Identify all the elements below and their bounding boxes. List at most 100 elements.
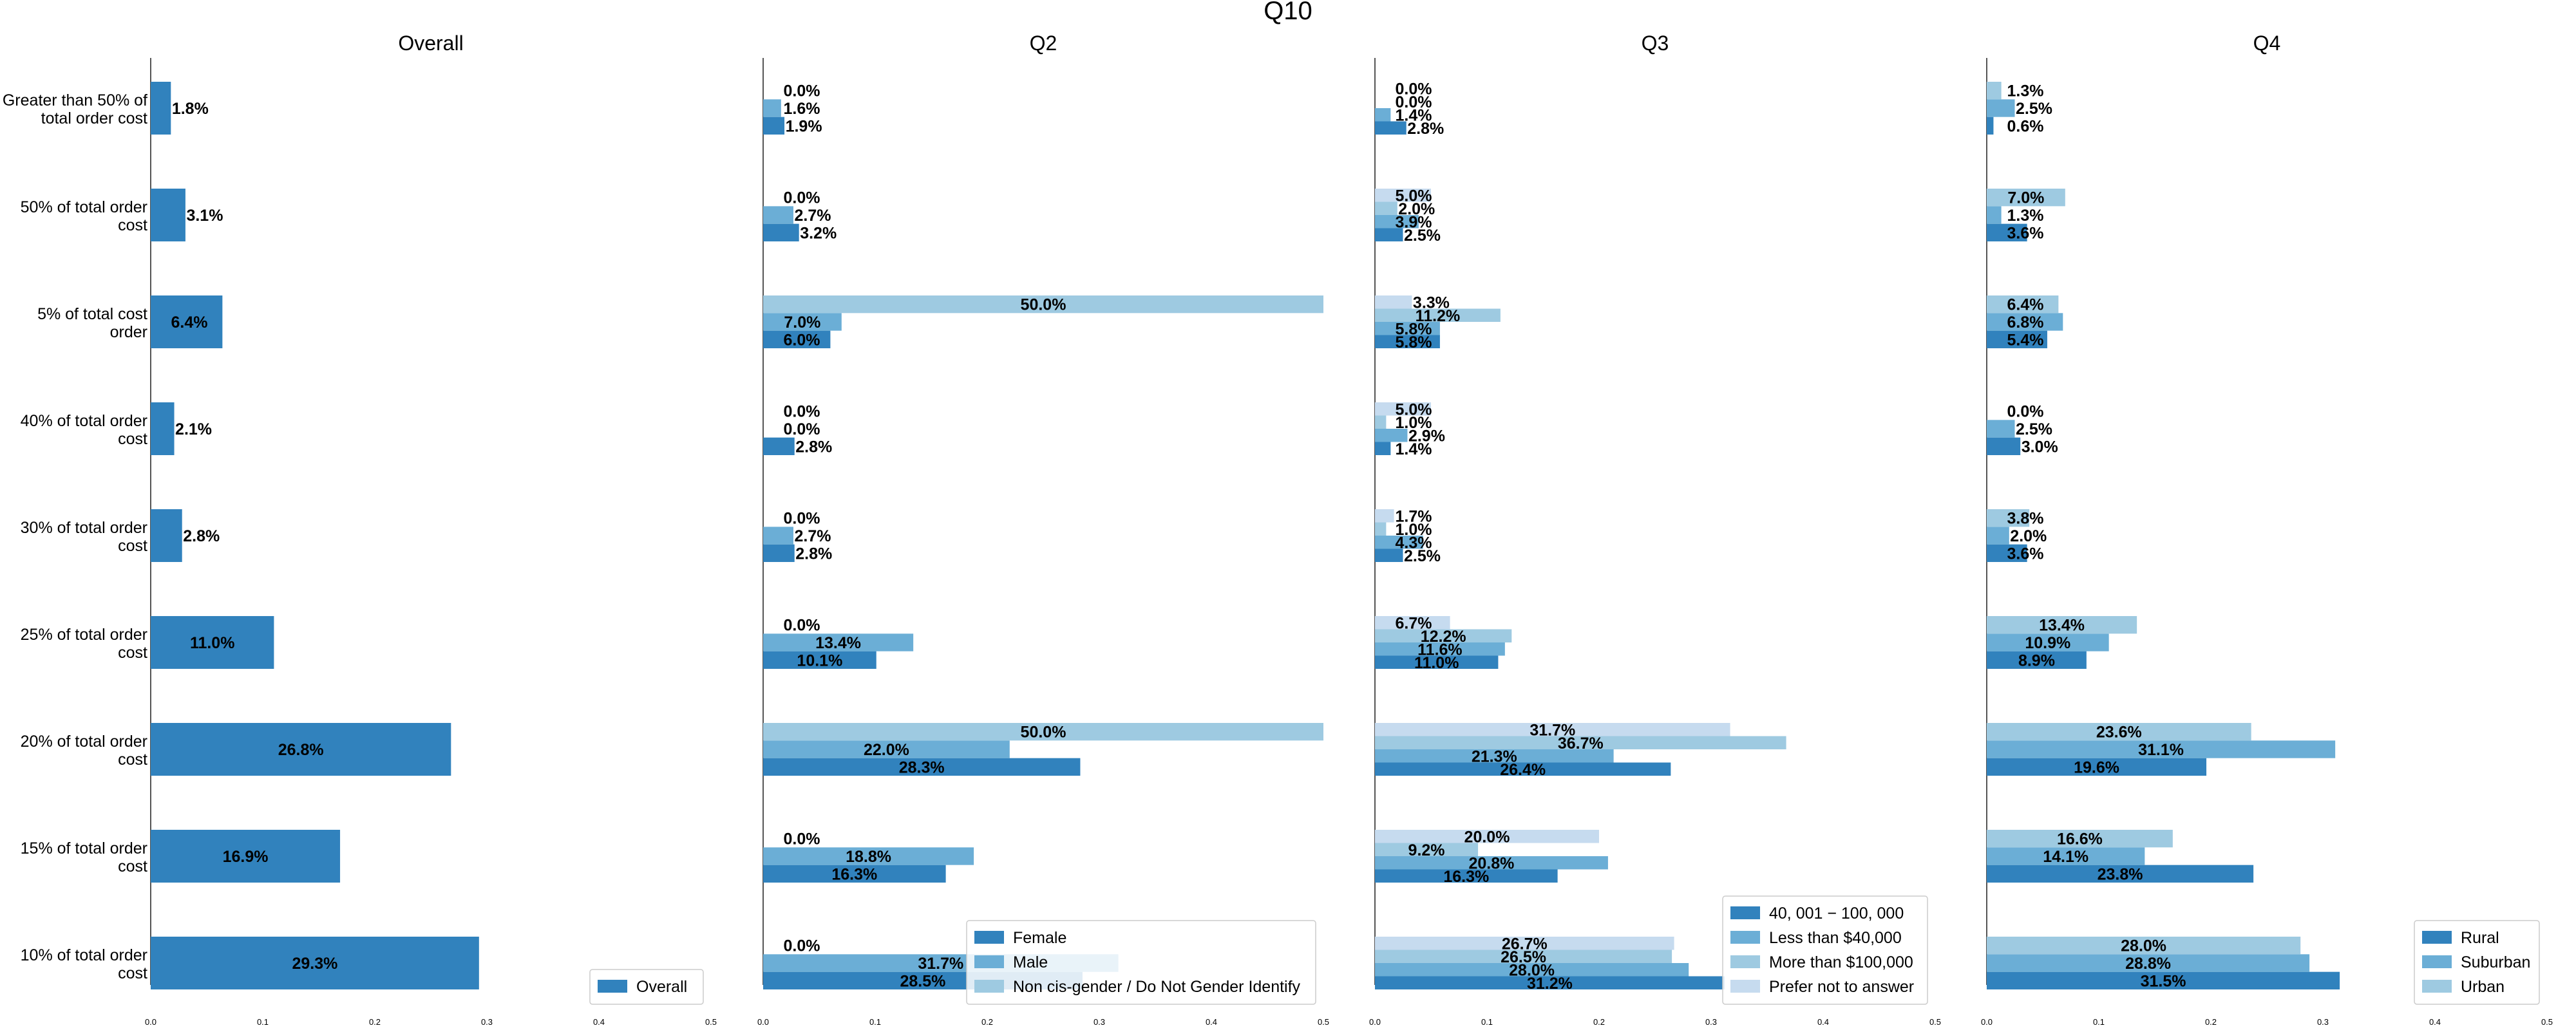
data-label: 0.0%: [784, 403, 820, 421]
bar: [763, 437, 795, 455]
legend-label: Male: [1013, 953, 1048, 971]
data-label: 5.0%: [1396, 187, 1432, 205]
panel-q2: Q20.0 0.1 0.2 0.3 0.4 0.51.9%1.6%0.0%3.2%2.7%…: [757, 32, 1329, 1027]
data-label: 1.8%: [172, 100, 209, 118]
data-label: 1.6%: [784, 100, 820, 118]
data-label: 29.3%: [292, 955, 337, 973]
category-label: 10% of total order cost: [21, 946, 147, 982]
bar: [1375, 843, 1479, 856]
bar: [1375, 121, 1406, 135]
data-label: 23.8%: [2098, 865, 2143, 883]
bar: [1987, 117, 1994, 135]
category-label-line: 50% of total order: [21, 198, 147, 216]
category-label-line: 20% of total order: [21, 733, 147, 751]
data-label: 10.9%: [2025, 634, 2070, 652]
data-label: 2.0%: [2010, 527, 2047, 545]
panel-title: Q2: [1030, 32, 1057, 55]
data-label: 11.0%: [190, 634, 235, 652]
data-label: 26.5%: [1501, 948, 1546, 966]
bar: [763, 847, 974, 865]
category-label: 20% of total order cost: [21, 733, 147, 769]
panel-title: Q3: [1642, 32, 1669, 55]
x-tick-label: 0.5: [2541, 1017, 2553, 1027]
bar: [1375, 215, 1419, 229]
x-tick-label: 0.1: [2093, 1017, 2105, 1027]
data-label: 26.7%: [1502, 935, 1548, 953]
x-tick-label: 0.2: [981, 1017, 993, 1027]
bar: [763, 206, 793, 224]
category-label: 40% of total order cost: [21, 412, 147, 448]
category-label-line: cost: [118, 964, 147, 982]
bar: [1375, 830, 1599, 843]
bar: [151, 723, 451, 776]
data-label: 7.0%: [2007, 189, 2044, 207]
x-tick-label: 0.3: [2317, 1017, 2329, 1027]
data-label: 3.9%: [1396, 213, 1432, 231]
legend-swatch: [2422, 955, 2452, 968]
legend-swatch: [1730, 931, 1760, 944]
data-label: 28.8%: [2125, 955, 2171, 973]
bar: [1375, 762, 1671, 776]
bar: [763, 865, 946, 883]
legend-label: Female: [1013, 929, 1066, 947]
bar: [151, 616, 274, 669]
bar: [1375, 228, 1403, 241]
bar: [1987, 295, 2059, 314]
bar: [1987, 223, 2027, 241]
x-tick-label: 0.4: [2429, 1017, 2441, 1027]
data-label: 2.1%: [175, 420, 212, 438]
bar: [763, 295, 1323, 314]
bar: [763, 313, 842, 331]
bar: [1375, 509, 1394, 523]
bar: [763, 758, 1081, 776]
bar: [151, 82, 171, 135]
category-label: 25% of total order cost: [21, 626, 147, 662]
data-label: 11.2%: [1416, 307, 1461, 325]
data-label: 28.5%: [900, 972, 946, 990]
category-label-line: cost: [118, 537, 147, 555]
category-label: Greater than 50% of total order cost: [3, 91, 147, 127]
bar: [1375, 201, 1397, 215]
legend-swatch: [974, 980, 1004, 993]
legend-label: Suburban: [2461, 953, 2530, 971]
x-tick-label: 0.5: [705, 1017, 717, 1027]
bar: [1987, 651, 2087, 669]
data-label: 31.7%: [1530, 721, 1575, 739]
legend-label: Urban: [2461, 978, 2505, 996]
data-label: 11.6%: [1417, 641, 1463, 659]
bar: [1375, 308, 1501, 322]
data-label: 2.5%: [2016, 100, 2052, 118]
data-label: 0.0%: [784, 82, 820, 100]
bar: [1375, 189, 1431, 202]
data-label: 3.3%: [1413, 294, 1450, 312]
data-label: 16.6%: [2057, 830, 2103, 848]
legend-swatch: [974, 931, 1004, 944]
data-label: 18.8%: [846, 848, 891, 866]
category-label: 30% of total order cost: [21, 519, 147, 555]
bar: [1375, 415, 1387, 429]
data-label: 36.7%: [1558, 735, 1604, 753]
x-tick-label: 0.1: [257, 1017, 269, 1027]
legend-label: Rural: [2461, 929, 2499, 947]
category-label-line: order: [110, 323, 147, 341]
legend-swatch: [598, 980, 627, 993]
bar: [763, 117, 785, 135]
legend-box: [589, 969, 704, 1005]
bar: [1987, 616, 2137, 634]
data-label: 16.3%: [831, 865, 877, 883]
category-label-line: total order cost: [41, 109, 147, 127]
data-label: 28.0%: [1509, 961, 1555, 979]
data-label: 16.9%: [223, 848, 269, 866]
x-tick-label: 0.4: [593, 1017, 605, 1027]
bar: [1987, 189, 2065, 207]
category-label-line: 5% of total cost: [37, 305, 147, 323]
bar: [1375, 322, 1440, 335]
bar: [1375, 749, 1614, 763]
bar: [1987, 740, 2336, 758]
legend-swatch: [2422, 980, 2452, 993]
data-label: 6.8%: [2007, 314, 2044, 332]
bar: [1375, 950, 1672, 963]
legend-box: [966, 920, 1316, 1005]
data-label: 2.7%: [794, 207, 831, 225]
